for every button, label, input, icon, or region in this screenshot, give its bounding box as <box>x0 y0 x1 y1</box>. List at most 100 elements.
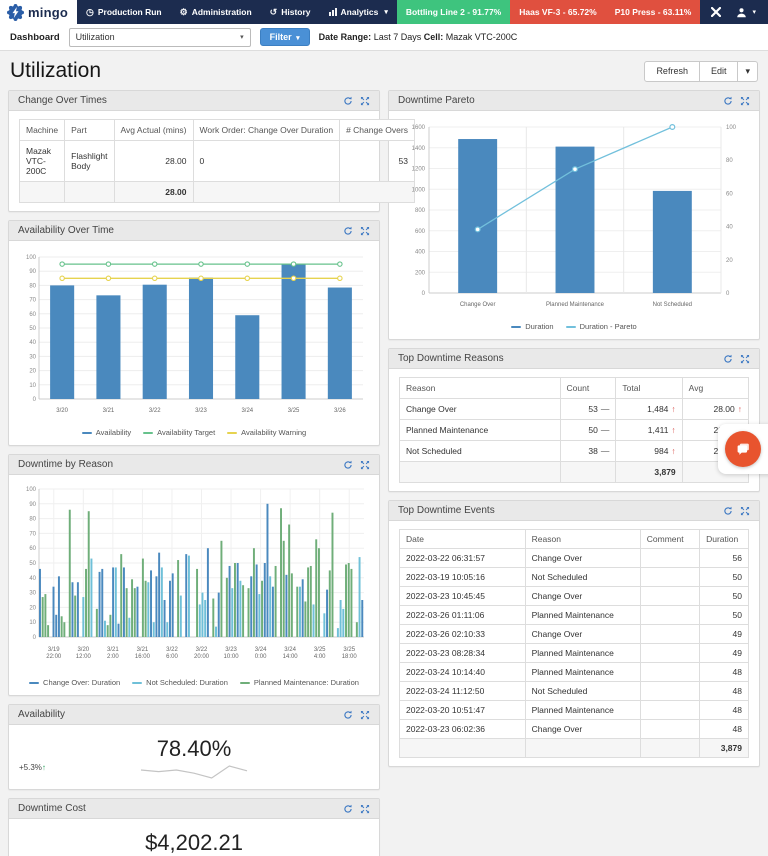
table-cell: 53 <box>339 140 415 182</box>
refresh-icon[interactable] <box>343 460 353 470</box>
machine-badge-p10-press[interactable]: P10 Press - 63.11% <box>605 0 701 24</box>
dashboard-select[interactable]: Utilization ▾ <box>68 27 251 47</box>
expand-icon[interactable] <box>360 804 370 814</box>
expand-icon[interactable] <box>360 226 370 236</box>
svg-text:40: 40 <box>726 225 733 231</box>
svg-text:3/22: 3/22 <box>166 647 178 653</box>
table-cell <box>639 700 701 720</box>
refresh-icon[interactable] <box>343 226 353 236</box>
refresh-icon[interactable] <box>723 354 733 364</box>
panel-header: Change Over Times <box>9 91 379 111</box>
nav-item-administration[interactable]: ⚙ Administration <box>171 0 261 24</box>
refresh-icon[interactable] <box>343 710 353 720</box>
svg-text:70: 70 <box>29 531 36 537</box>
svg-text:400: 400 <box>415 250 426 256</box>
nav-item-history[interactable]: ↺ History <box>261 0 320 24</box>
more-actions-button[interactable]: ▾ <box>738 60 758 82</box>
svg-text:20: 20 <box>29 369 36 375</box>
refresh-icon[interactable] <box>343 96 353 106</box>
availability-sparkline <box>19 763 369 781</box>
mingo-logo[interactable]: mingo <box>0 0 77 24</box>
legend-label: Duration - Pareto <box>579 322 637 331</box>
column-header: Reason <box>524 529 641 549</box>
chat-button[interactable] <box>725 431 761 467</box>
table-cell: 1,484 ↑ <box>615 398 683 420</box>
nav-menu: ◷ Production Run ⚙ Administration ↺ Hist… <box>77 0 397 24</box>
top-downtime-reasons-table: Reason Count Total Avg Change Over 53—1,484 ↑ 2… <box>399 377 750 483</box>
svg-text:70: 70 <box>29 298 36 304</box>
svg-text:90: 90 <box>29 269 36 275</box>
legend-swatch <box>227 431 238 434</box>
column-header: Duration <box>699 529 749 549</box>
expand-icon[interactable] <box>360 96 370 106</box>
edit-button[interactable]: Edit <box>699 60 739 82</box>
expand-icon[interactable] <box>740 354 750 364</box>
svg-text:0:00: 0:00 <box>255 654 267 660</box>
machine-badge-haas-vf3[interactable]: Haas VF-3 - 65.72% <box>510 0 606 24</box>
refresh-icon[interactable] <box>343 804 353 814</box>
legend-item-availability-warning[interactable]: Availability Warning <box>227 428 306 437</box>
legend-item-duration[interactable]: Duration <box>511 322 554 331</box>
refresh-button[interactable]: Refresh <box>644 60 700 82</box>
table-cell: Flashlight Body <box>64 140 115 182</box>
expand-icon[interactable] <box>740 506 750 516</box>
svg-text:14:00: 14:00 <box>283 654 299 660</box>
nav-item-analytics[interactable]: Analytics ▾ <box>320 0 397 24</box>
svg-text:3/25: 3/25 <box>314 647 326 653</box>
table-cell: 2022-03-24 11:12:50 <box>399 681 526 701</box>
table-cell: 2022-03-24 10:14:40 <box>399 662 526 682</box>
page-title: Utilization <box>10 59 102 82</box>
machine-badge-bottling-line-2[interactable]: Bottling Line 2 - 91.77% <box>396 0 511 24</box>
filter-button-label: Filter <box>269 32 292 42</box>
table-cell: Change Over <box>524 719 641 739</box>
legend-item-not-scheduled[interactable]: Not Scheduled: Duration <box>132 678 228 687</box>
chevron-down-icon: ▾ <box>384 9 388 16</box>
legend-item-planned-maintenance[interactable]: Planned Maintenance: Duration <box>239 678 359 687</box>
expand-icon[interactable] <box>360 710 370 720</box>
bar-chart-icon <box>328 8 337 16</box>
legend-item-availability-target[interactable]: Availability Target <box>143 428 215 437</box>
table-cell: Planned Maintenance <box>524 643 641 663</box>
panel-top-downtime-events: Top Downtime Events Date Reason Comment Dur… <box>388 500 760 767</box>
chevron-down-icon: ▾ <box>240 34 244 41</box>
legend-item-availability[interactable]: Availability <box>81 428 131 437</box>
svg-text:1000: 1000 <box>412 187 426 193</box>
table-cell: 984 ↑ <box>615 440 683 462</box>
delta-value: +5.3% <box>19 763 42 772</box>
svg-text:Planned Maintenance: Planned Maintenance <box>546 302 605 308</box>
legend-swatch <box>143 431 154 434</box>
user-menu[interactable]: ▾ <box>736 7 756 18</box>
column-header: Reason <box>399 377 561 399</box>
svg-text:10: 10 <box>29 620 36 626</box>
svg-text:600: 600 <box>415 229 426 235</box>
svg-text:3/20: 3/20 <box>77 647 89 653</box>
svg-text:3/25: 3/25 <box>343 647 355 653</box>
table-cell <box>639 662 701 682</box>
expand-icon[interactable] <box>360 460 370 470</box>
svg-text:3/23: 3/23 <box>195 408 207 414</box>
svg-text:10:00: 10:00 <box>224 654 240 660</box>
table-cell: 50 <box>699 605 749 625</box>
trend-up-icon: ↑ <box>671 425 676 435</box>
table-cell: 50 <box>699 586 749 606</box>
legend-item-change-over[interactable]: Change Over: Duration <box>29 678 120 687</box>
refresh-icon[interactable] <box>723 96 733 106</box>
table-cell: 0 <box>192 140 341 182</box>
refresh-icon[interactable] <box>723 506 733 516</box>
svg-text:22:00: 22:00 <box>46 654 62 660</box>
svg-text:200: 200 <box>415 270 426 276</box>
change-over-times-table: Machine Part Avg Actual (mins) Work Order: … <box>18 119 415 203</box>
brand-text: mingo <box>28 4 68 20</box>
table-cell: 2022-03-23 10:45:45 <box>399 586 526 606</box>
svg-text:20: 20 <box>29 605 36 611</box>
table-cell <box>639 605 701 625</box>
fullscreen-icon[interactable] <box>711 7 722 17</box>
nav-item-production-run[interactable]: ◷ Production Run <box>77 0 171 24</box>
legend-item-duration-pareto[interactable]: Duration - Pareto <box>565 322 637 331</box>
expand-icon[interactable] <box>740 96 750 106</box>
filter-button[interactable]: Filter ▾ <box>259 28 310 46</box>
panel-header-icons <box>343 460 370 470</box>
table-row: 2022-03-22 06:31:57 Change Over 56 <box>399 548 749 568</box>
table-footer-cell <box>192 181 341 203</box>
